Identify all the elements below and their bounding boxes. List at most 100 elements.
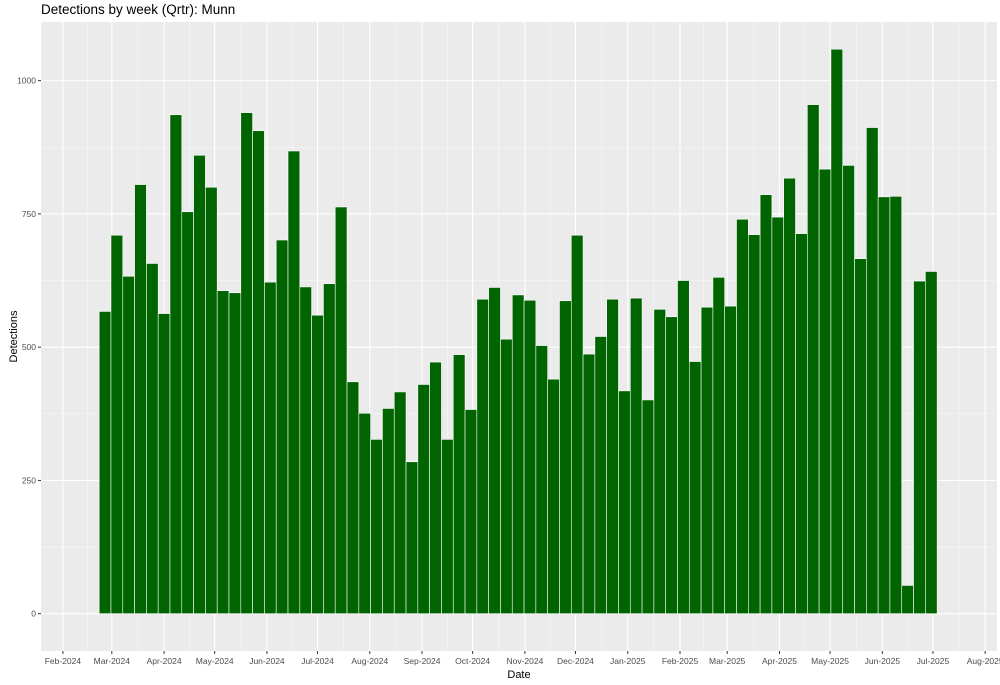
bar [759, 194, 773, 614]
bar [783, 177, 796, 614]
x-tick-label: Apr-2025 [762, 656, 797, 666]
x-tick-label: Oct-2024 [455, 656, 490, 666]
y-axis: 0 250 500 750 1000 [17, 76, 41, 619]
bar [334, 206, 348, 614]
bar [146, 263, 159, 614]
bar [547, 378, 560, 614]
bar [311, 314, 324, 614]
bar [665, 316, 678, 614]
bar [441, 439, 454, 614]
bar [570, 234, 584, 614]
bar [181, 211, 194, 614]
x-tick-label: Mar-2024 [94, 656, 131, 666]
bar [771, 216, 785, 614]
bar [807, 104, 820, 614]
bar [677, 280, 690, 614]
x-tick-label: Apr-2024 [147, 656, 182, 666]
bar [748, 234, 761, 614]
bar [264, 281, 277, 614]
y-axis-title: Detections [8, 310, 20, 362]
bar [925, 271, 938, 614]
bar [866, 127, 879, 614]
bar [393, 391, 407, 614]
x-tick-label: Jun-2025 [865, 656, 901, 666]
bars [98, 48, 938, 614]
bar [299, 286, 312, 614]
bar [476, 298, 489, 614]
bar [877, 196, 891, 614]
bar [429, 361, 442, 614]
bar [157, 313, 171, 614]
x-tick-label: Aug-2024 [351, 656, 388, 666]
bar [795, 233, 808, 614]
x-tick-label: Jul-2025 [917, 656, 950, 666]
bar [110, 234, 124, 614]
bar [134, 184, 147, 614]
y-tick-label: 500 [22, 342, 36, 352]
y-tick-label: 1000 [17, 76, 36, 86]
bar [511, 294, 525, 614]
x-tick-label: May-2025 [811, 656, 849, 666]
bar [464, 409, 478, 614]
bar [98, 311, 112, 614]
x-axis: Feb-2024 Mar-2024 Apr-2024 May-2024 Jun-2024… [45, 651, 1000, 666]
x-tick-label: Feb-2024 [45, 656, 82, 666]
y-tick-label: 250 [22, 475, 36, 485]
bar [700, 306, 714, 614]
bar [712, 277, 726, 614]
bar [252, 130, 265, 614]
bar [523, 299, 537, 614]
bar [830, 48, 844, 614]
bar [405, 461, 419, 614]
x-tick-label: Sep-2024 [404, 656, 441, 666]
bar [500, 338, 513, 614]
bar [205, 186, 218, 614]
bar [889, 196, 903, 614]
bar [629, 297, 643, 614]
bar [169, 114, 183, 614]
bar [854, 258, 867, 614]
bar [216, 290, 230, 614]
bar [240, 112, 253, 614]
bar [724, 305, 737, 614]
bar [582, 353, 596, 614]
x-tick-label: Jun-2024 [249, 656, 285, 666]
x-tick-label: Jan-2025 [610, 656, 646, 666]
x-tick-label: Feb-2025 [662, 656, 699, 666]
bar [228, 292, 242, 614]
bar [641, 399, 655, 614]
bar [818, 168, 832, 614]
bar [346, 381, 360, 614]
bar [452, 354, 466, 614]
bar [358, 412, 371, 614]
x-tick-label: Jul-2024 [301, 656, 334, 666]
chart-title: Detections by week (Qrtr): Munn [41, 2, 236, 17]
bar [323, 283, 336, 614]
bar [842, 165, 855, 614]
bar [913, 280, 926, 614]
bar [122, 275, 135, 614]
bar [736, 218, 749, 614]
bar [688, 361, 702, 614]
x-tick-label: Dec-2024 [557, 656, 594, 666]
bar [193, 154, 206, 614]
bar [488, 287, 501, 614]
bar [653, 309, 666, 614]
bar [901, 585, 914, 614]
bar [382, 408, 395, 614]
bar [370, 439, 383, 614]
bar [417, 384, 430, 614]
x-tick-label: Nov-2024 [506, 656, 543, 666]
bar [606, 298, 619, 614]
bar [618, 390, 631, 614]
bar [535, 345, 548, 614]
x-tick-label: Mar-2025 [709, 656, 746, 666]
bar [559, 300, 572, 614]
x-tick-label: Aug-2025 [967, 656, 1000, 666]
bar [275, 239, 289, 614]
y-tick-label: 0 [31, 609, 36, 619]
x-axis-title: Date [507, 669, 530, 681]
bar [594, 336, 607, 614]
x-tick-label: May-2024 [196, 656, 234, 666]
